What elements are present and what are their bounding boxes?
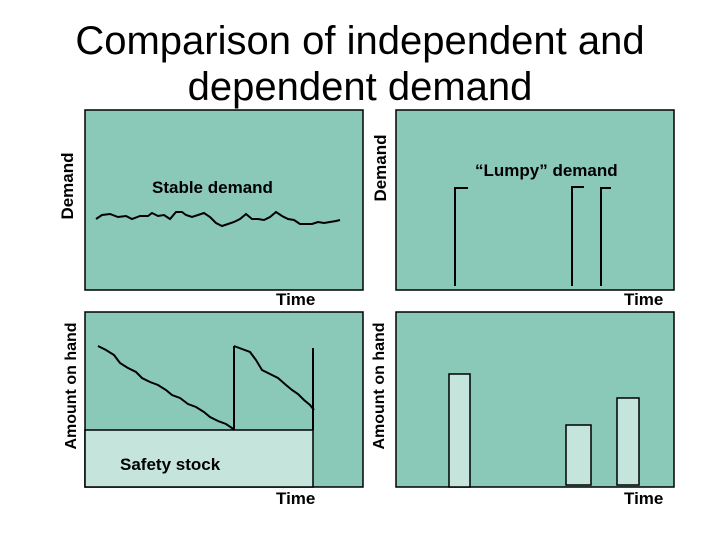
lumpy-demand-spike-3 xyxy=(600,187,611,286)
top-left-y-axis-label: Demand xyxy=(58,152,77,220)
bottom-left-x-axis-label: Time xyxy=(276,489,315,508)
panel-stable-demand xyxy=(84,109,364,291)
inventory-bar-2 xyxy=(565,424,592,486)
lumpy-demand-spike-2 xyxy=(571,186,584,286)
page-title: Comparison of independent and dependent … xyxy=(75,19,645,109)
safety-stock-area xyxy=(84,429,314,488)
lumpy-demand-spike-1 xyxy=(454,187,468,286)
inventory-depletion-line-1 xyxy=(97,345,235,431)
stable-demand-line xyxy=(95,210,341,228)
inventory-depletion-line-2 xyxy=(233,345,315,411)
bottom-right-y-axis-label: Amount on hand xyxy=(371,322,388,450)
top-left-x-axis-label: Time xyxy=(276,290,315,309)
bottom-left-y-axis-label: Amount on hand xyxy=(63,322,80,450)
stable-demand-label: Stable demand xyxy=(152,178,273,197)
top-right-x-axis-label: Time xyxy=(624,290,663,309)
top-right-y-axis-label: Demand xyxy=(371,134,390,202)
bottom-right-x-axis-label: Time xyxy=(624,489,663,508)
lumpy-demand-label: “Lumpy” demand xyxy=(475,161,618,180)
safety-stock-label: Safety stock xyxy=(120,455,221,474)
inventory-bar-1 xyxy=(448,373,471,488)
panel-lumpy-demand xyxy=(395,109,675,291)
inventory-bar-3 xyxy=(616,397,640,486)
